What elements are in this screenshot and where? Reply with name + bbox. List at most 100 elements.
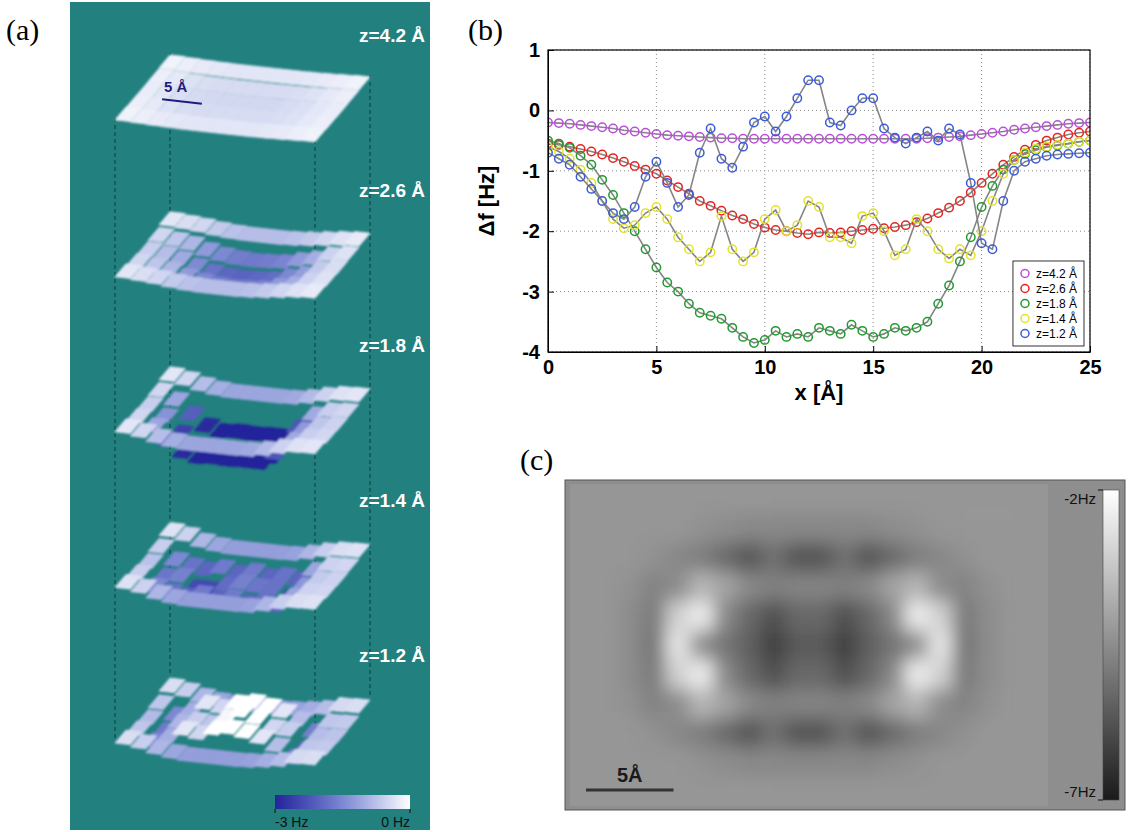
heatmap-cell [809,660,833,690]
tick: 5 [651,346,662,378]
heatmap-cell [761,572,785,602]
data-point [717,315,725,323]
heatmap-cell [905,747,929,777]
surface-cell [333,403,359,418]
heatmap-cell [809,689,833,719]
heatmap-cell [929,660,953,690]
heatmap-cell [594,572,618,602]
data-point [1021,158,1029,166]
colorbar-label: -7Hz [1064,783,1096,800]
data-point [750,135,758,143]
data-point [652,158,660,166]
heatmap-cell [618,630,642,660]
surface-cell [300,439,326,454]
surface-cell [264,737,290,752]
tick-label: 5 [651,356,662,378]
series-line [548,141,1090,343]
heatmap-cell [666,572,690,602]
data-point [620,126,628,134]
heatmap-cell [857,747,881,777]
data-point [717,134,725,142]
surface-cell [333,715,359,730]
data-point [728,324,736,332]
data-point [793,135,801,143]
tick: -3 [522,281,554,303]
surface-cell [344,231,370,246]
heatmap-cell [905,513,929,543]
heatmap-cell [905,572,929,602]
data-point [912,324,920,332]
data-point [598,176,606,184]
surface [115,367,370,470]
heatmap-cell [666,660,690,690]
heatmap-cell [809,777,833,806]
heatmap-cell [952,747,976,777]
data-point [858,94,866,102]
heatmap-cell [952,660,976,690]
tick-label: 25 [1079,356,1101,378]
surface-cell [333,246,359,261]
data-point [945,124,953,132]
data-point [793,330,801,338]
heatmap-cell [713,747,737,777]
data-point [685,132,693,140]
data-point [1053,121,1061,129]
data-point [576,173,584,181]
data-point [977,130,985,138]
data-point [836,233,844,241]
heatmap-cell [737,747,761,777]
heatmap-cell [642,572,666,602]
heatmap-cell [737,777,761,806]
data-point [631,221,639,229]
heatmap-cell [881,689,905,719]
heatmap-cell [809,513,833,543]
heatmap-cell [905,484,929,514]
data-point [967,179,975,187]
data-point [858,212,866,220]
heatmap-cell [905,543,929,573]
data-point [609,191,617,199]
heatmap-cell [618,601,642,631]
heatmap-cell [833,747,857,777]
tick-label: -1 [522,160,540,182]
heatmap-cell [690,543,714,573]
heatmap-cell [713,513,737,543]
surface-cell [300,595,326,610]
heatmap-cell [929,513,953,543]
heatmap-cell [761,630,785,660]
heatmap-cell [976,513,1000,543]
surface [115,212,370,298]
data-point [956,257,964,265]
data-point [1010,126,1018,134]
heatmap-cell [570,484,594,514]
colorbar-tick [275,809,276,813]
heatmap-cell [666,718,690,748]
heatmap-cell [570,572,594,602]
heatmap-cell [737,572,761,602]
heatmap-cell [713,484,737,514]
data-point [945,203,953,211]
heatmap-cell [952,630,976,660]
data-point [750,248,758,256]
heatmap-cell [905,777,929,806]
heatmap-cell [1024,689,1048,719]
data-point [706,248,714,256]
data-point [1064,150,1072,158]
data-point [685,191,693,199]
data-point [793,221,801,229]
data-point [565,161,573,169]
heatmap-cell [833,484,857,514]
heatmap-cell [666,513,690,543]
legend: z=4.2 Åz=2.6 Åz=1.8 Åz=1.4 Åz=1.2 Å [1013,261,1084,346]
data-point [620,158,628,166]
data-point [728,211,736,219]
legend-marker [1021,270,1029,278]
data-point [587,185,595,193]
data-point [858,226,866,234]
data-point [1042,152,1050,160]
data-point [988,129,996,137]
heatmap-cell [666,543,690,573]
legend-marker [1021,315,1029,323]
data-point [1042,122,1050,130]
heatmap-cell [642,689,666,719]
